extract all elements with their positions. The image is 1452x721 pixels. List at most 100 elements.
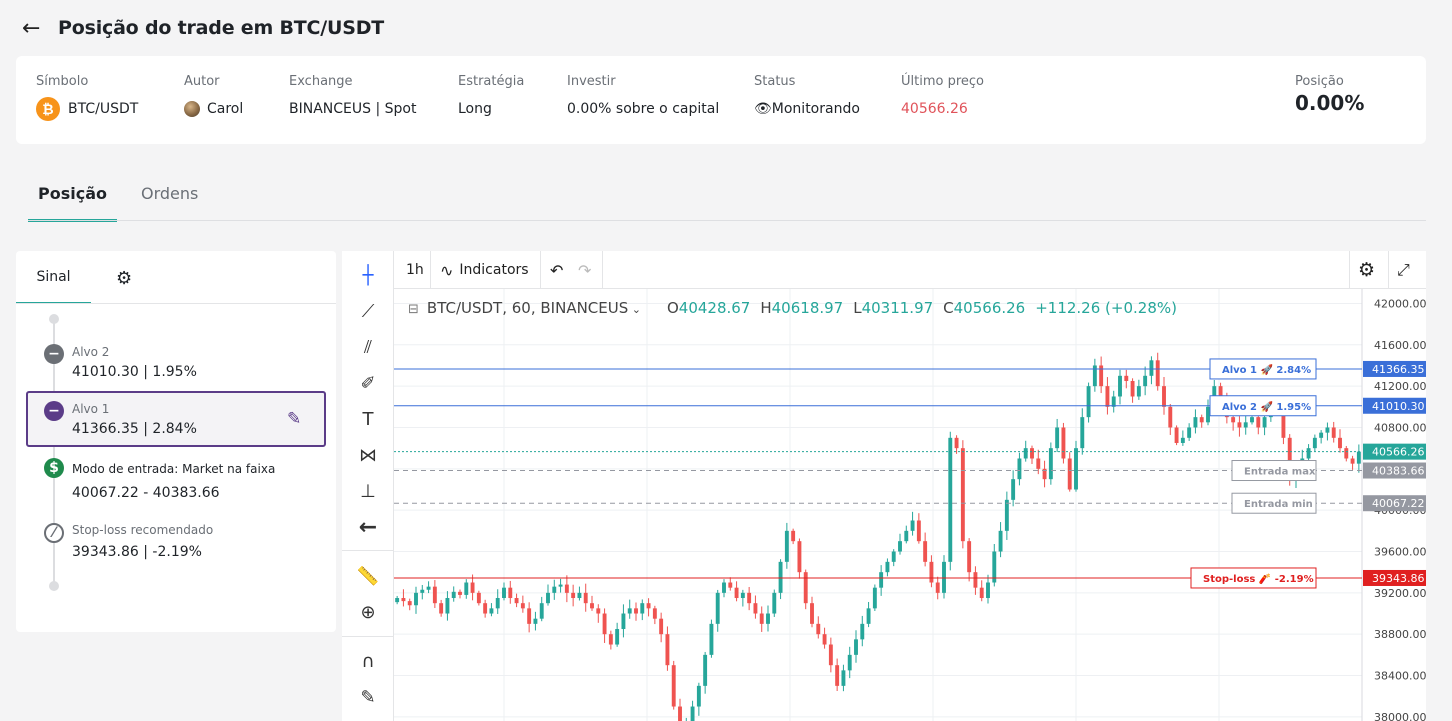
candle-body (1256, 417, 1261, 428)
crosshair-icon[interactable]: ┼ (362, 264, 374, 286)
interval-button[interactable]: 1h (406, 262, 424, 278)
candle-body (740, 592, 745, 599)
candle-body (1237, 422, 1242, 428)
candle-body (646, 603, 651, 609)
price-axis-tag-label: 40566.26 (1372, 446, 1425, 459)
signal-item-selected[interactable] (26, 391, 326, 447)
level-label-box (1209, 358, 1317, 380)
candle-body (1231, 417, 1236, 423)
candle-body (1168, 406, 1173, 428)
candle-body (967, 541, 972, 573)
panel-divider (16, 303, 336, 304)
author-value: Carol (207, 101, 244, 117)
candle-body (1250, 417, 1254, 423)
candle-body (608, 634, 613, 645)
candle-body (722, 582, 726, 593)
status-value: Monitorando (771, 101, 860, 117)
position-field: Posição 0.00% (1295, 74, 1364, 115)
arrow-left-icon[interactable]: ← (22, 15, 41, 41)
toolbar-divider (342, 550, 394, 551)
candle-body (1344, 448, 1349, 459)
tab-ordens[interactable]: Ordens (141, 184, 199, 203)
last-price-field: Último preço 40566.26 (901, 74, 984, 121)
candle-body (1011, 479, 1016, 500)
eye-icon: 👁 (754, 101, 772, 117)
candle-body (508, 587, 513, 599)
trend-line-icon[interactable]: ⟋ (361, 300, 375, 322)
candle-body (1193, 417, 1198, 428)
strategy-field: Estratégia Long (458, 74, 524, 121)
candle-body (828, 644, 833, 666)
candle-body (407, 601, 412, 606)
fib-tool-icon[interactable]: ⫽ (363, 336, 373, 358)
candle-body (1319, 432, 1324, 438)
status-label: Status (754, 74, 796, 89)
indicators-button[interactable]: ∿ Indicators (440, 251, 529, 289)
candle-body (709, 623, 714, 655)
lock-pencil-icon[interactable]: ✎ (360, 686, 376, 708)
legend-close: 40566.26 (953, 299, 1026, 317)
status-field: Status 👁 Monitorando (754, 74, 860, 121)
candle-body (401, 598, 406, 602)
zoom-in-icon[interactable]: ⊕ (360, 601, 376, 623)
brush-icon[interactable]: ✐ (360, 372, 376, 394)
legend-change: +112.26 (+0.28%) (1035, 299, 1177, 317)
candle-body (564, 584, 569, 593)
price-chart[interactable]: 42000.0041600.0041200.0040800.0040400.00… (394, 289, 1426, 721)
redo-icon[interactable]: ↷ (578, 260, 592, 280)
measure-ruler-icon[interactable]: ⊥ (360, 480, 376, 502)
magnet-icon[interactable]: ∩ (361, 650, 375, 672)
gear-icon[interactable]: ⚙ (116, 268, 133, 289)
tab-posicao[interactable]: Posição (28, 174, 117, 222)
ruler-icon[interactable]: 📏 (356, 565, 380, 587)
candle-body (678, 706, 682, 721)
author-field: Autor Carol (184, 74, 243, 121)
invest-value: 0.00% sobre o capital (567, 101, 720, 117)
item-label: Alvo 2 (72, 345, 110, 359)
item-value: 41366.35 | 2.84% (72, 421, 197, 437)
candle-body (621, 613, 626, 630)
candle-body (1061, 427, 1066, 459)
legend-symbol[interactable]: BTC/USDT, 60, BINANCEUS (426, 299, 629, 317)
candle-body (1086, 386, 1091, 418)
candle-body (1067, 458, 1072, 490)
y-tick-label: 41600.00 (1374, 339, 1426, 352)
candle-body (533, 618, 538, 624)
level-label-box (1231, 460, 1317, 482)
timeline-line (53, 319, 55, 587)
topbar-divider (1349, 251, 1350, 289)
invest-field: Investir 0.00% sobre o capital (567, 74, 719, 121)
candle-body (703, 654, 708, 686)
candle-body (1162, 386, 1166, 407)
price-axis-tag-label: 39343.86 (1372, 572, 1425, 585)
legend-collapse-icon[interactable]: ⊟ (408, 302, 419, 317)
undo-icon[interactable]: ↶ (550, 260, 564, 280)
candle-body (1325, 427, 1330, 433)
chevron-down-icon[interactable]: ⌄ (628, 303, 641, 316)
candle-body (1155, 360, 1160, 387)
tab-sinal[interactable]: Sinal (16, 251, 91, 304)
candle-body (872, 587, 877, 609)
candle-body (458, 591, 462, 595)
candle-body (803, 572, 808, 604)
candle-body (1356, 451, 1361, 464)
fullscreen-icon[interactable]: ⤢ (1397, 260, 1410, 279)
y-tick-label: 40800.00 (1374, 421, 1426, 434)
arrow-back-icon[interactable]: ← (358, 514, 378, 540)
strategy-value: Long (458, 101, 492, 117)
settings-gear-icon[interactable]: ⚙ (1358, 259, 1376, 281)
text-tool-icon[interactable]: T (362, 408, 374, 430)
y-tick-label: 39600.00 (1374, 546, 1426, 559)
pencil-icon[interactable]: ✎ (287, 409, 302, 429)
candle-body (602, 613, 607, 635)
legend-l-label: L (853, 299, 862, 317)
candle-body (552, 586, 557, 593)
candle-body (659, 618, 664, 635)
level-label: Stop-loss 🧨 -2.19% (1203, 572, 1314, 585)
pattern-icon[interactable]: ⋈ (359, 444, 377, 466)
candle-body (696, 685, 701, 707)
candle-body (483, 603, 488, 614)
price-axis-tag-label: 40067.22 (1372, 497, 1425, 510)
candle-body (1023, 448, 1028, 459)
drawing-toolbar: ┼ ⟋ ⫽ ✐ T ⋈ ⊥ ← 📏 ⊕ ∩ ✎ (342, 251, 394, 721)
